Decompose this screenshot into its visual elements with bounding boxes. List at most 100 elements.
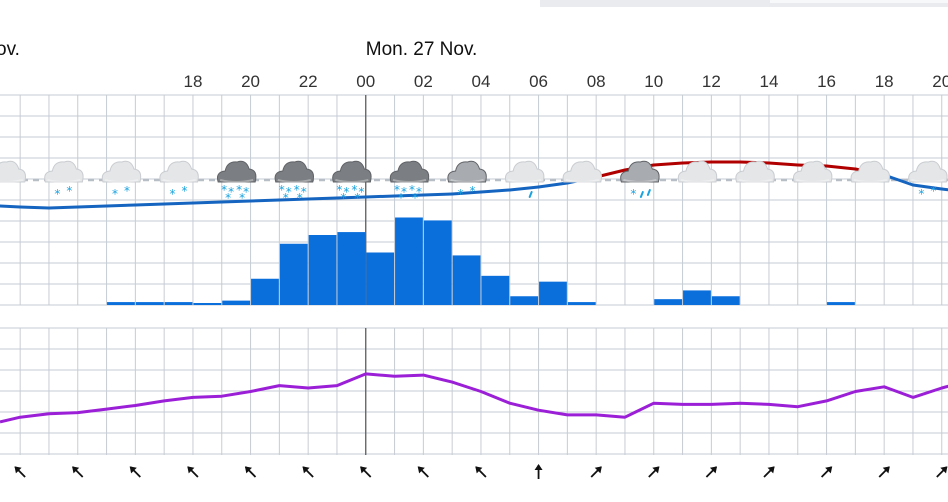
- temperature-segment: [652, 161, 685, 167]
- wind-arrow-head: [940, 466, 948, 474]
- top-bar-shadow: [540, 0, 948, 7]
- wind-arrow-head: [129, 466, 137, 474]
- weather-icon: [0, 160, 27, 183]
- pressure-line: [0, 372, 948, 424]
- snowflake-icon: *: [401, 185, 407, 199]
- precip-bar: [135, 302, 164, 305]
- snowflake-icon: *: [279, 183, 285, 197]
- wind-arrow-icon: [648, 466, 660, 478]
- cloud-icon: [332, 160, 372, 183]
- hour-tick-label: 06: [529, 72, 548, 91]
- temperature-segment: [421, 192, 454, 197]
- cloud-icon: [562, 160, 603, 183]
- cloud-icon: [44, 160, 84, 183]
- snowflake-icon: *: [409, 183, 415, 197]
- snowflake-icon: *: [283, 191, 289, 205]
- hour-tick-label: 04: [471, 72, 490, 91]
- snowflake-icon: *: [236, 183, 242, 197]
- wind-arrow-head: [882, 466, 890, 474]
- temperature-segment: [191, 200, 224, 205]
- snowflake-icon: *: [336, 183, 342, 197]
- cloud-icon: [216, 160, 257, 183]
- weather-icon: [735, 160, 775, 183]
- snowflake-icon: *: [112, 187, 118, 201]
- weather-icon: [677, 160, 718, 183]
- hour-tick-label: 12: [702, 72, 721, 91]
- precipitation-bars: [107, 217, 855, 305]
- wind-arrow-head: [475, 466, 483, 474]
- wind-arrow-icon: [820, 466, 833, 478]
- weather-icon: *: [620, 160, 660, 201]
- cloud-highlight: [507, 179, 542, 183]
- temperature-segment: [47, 205, 80, 210]
- wind-arrow-icon: [475, 466, 487, 478]
- weather-icon: * *: [908, 160, 948, 201]
- cloud-icon: [101, 160, 142, 183]
- snowflake-icon: *: [228, 185, 234, 199]
- precip-bar: [251, 278, 279, 305]
- temperature-segment: [105, 203, 137, 208]
- snowflake-icon: *: [470, 184, 476, 198]
- precip-bar: [395, 217, 423, 305]
- snowflake-icon: *: [340, 191, 346, 205]
- cloud-icon: [504, 160, 545, 183]
- temperature-segment: [162, 201, 195, 206]
- precip-bar: [308, 235, 337, 305]
- temperature-segment: [911, 183, 944, 191]
- snowflake-icon: *: [239, 191, 245, 205]
- hour-tick-label: 20: [241, 72, 260, 91]
- raindrop-icon: [639, 191, 644, 198]
- wind-arrow-icon: [936, 466, 948, 478]
- day-label: Mon. 27 Nov.: [366, 39, 478, 60]
- wind-arrow-head: [72, 466, 80, 474]
- snowflake-icon: *: [54, 187, 60, 201]
- snowflake-icon: *: [351, 183, 357, 197]
- precip-bar: [279, 243, 308, 305]
- precip-bar: [654, 299, 683, 305]
- day-label: ov.: [0, 39, 20, 60]
- snowflake-icon: *: [398, 191, 404, 205]
- cloud-icon: [850, 160, 891, 183]
- cloud-highlight: [738, 179, 772, 183]
- snowflake-icon: *: [930, 184, 936, 198]
- snowflake-icon: *: [66, 184, 72, 198]
- precip-bar: [222, 300, 251, 305]
- wind-arrow-icon: [72, 466, 84, 478]
- grid-lower: [0, 327, 948, 455]
- precip-bar: [193, 303, 222, 305]
- cloud-highlight: [162, 179, 196, 183]
- cloud-highlight: [853, 179, 887, 183]
- weather-icon: * *: [44, 160, 84, 201]
- hour-tick-label: 02: [414, 72, 433, 91]
- cloud-highlight: [680, 179, 715, 183]
- hour-tick-label: 08: [587, 72, 606, 91]
- temperature-segment: [450, 190, 483, 196]
- weather-icon: * * * ** *: [332, 160, 372, 205]
- precip-bar: [683, 290, 711, 305]
- precip-bar: [107, 302, 135, 305]
- hour-tick-label: 18: [183, 72, 202, 91]
- snowflake-icon: *: [225, 191, 231, 205]
- temperature-segment: [249, 198, 281, 203]
- wind-arrow-head: [187, 466, 195, 474]
- snowflake-icon: *: [458, 187, 464, 201]
- snowflake-icon: *: [221, 183, 227, 197]
- wind-arrow-icon: [244, 466, 257, 478]
- wind-arrow-icon: [878, 466, 890, 478]
- wind-arrows: [14, 464, 948, 479]
- cloud-icon: [389, 160, 430, 183]
- snowflake-icon: *: [301, 185, 307, 199]
- snowflake-icon: *: [394, 183, 400, 197]
- weather-icon: [562, 160, 603, 183]
- wind-arrow-head: [594, 466, 602, 474]
- weather-icon: * *: [101, 160, 142, 201]
- temperature-segment: [940, 187, 948, 192]
- snowflake-icon: *: [286, 185, 292, 199]
- snowflake-icon: *: [243, 185, 249, 199]
- wind-arrow-icon: [705, 466, 718, 478]
- cloud-highlight: [104, 179, 139, 183]
- wind-arrow-head: [825, 466, 833, 474]
- hour-tick-label: 18: [875, 72, 894, 91]
- snowflake-icon: *: [294, 183, 300, 197]
- hour-tick-label: 00: [356, 72, 375, 91]
